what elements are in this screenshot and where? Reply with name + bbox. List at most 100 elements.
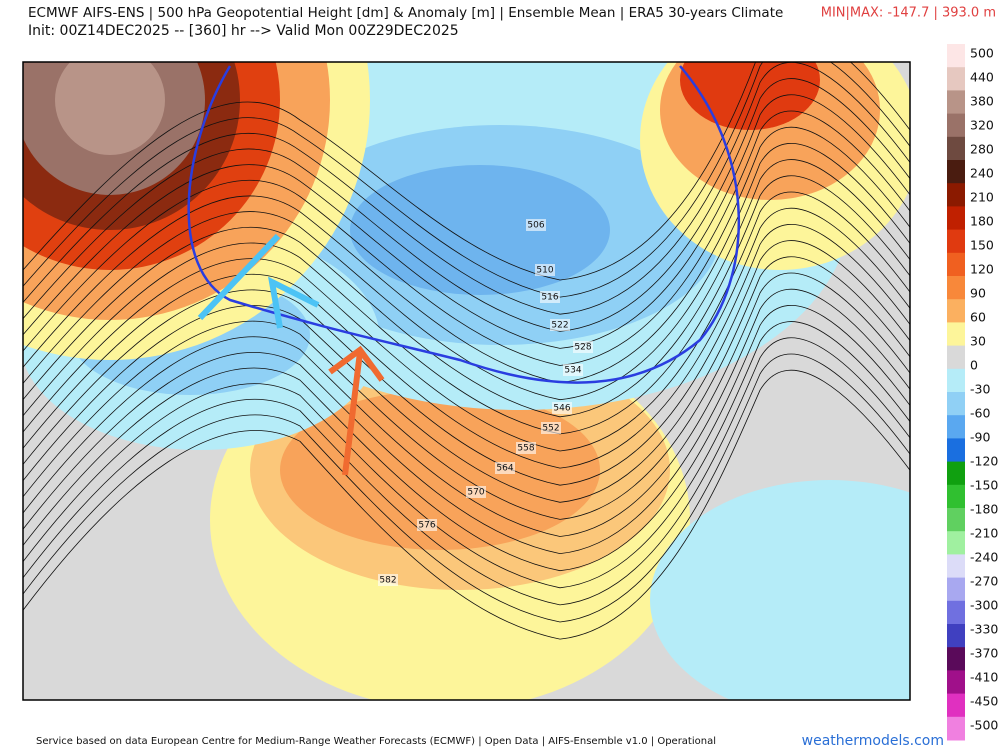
colorbar-label: 210 xyxy=(970,190,994,205)
contour-label-bg xyxy=(516,442,536,454)
colorbar-label: 280 xyxy=(970,142,994,157)
flow-arrow-orange xyxy=(342,351,363,476)
colorbar-swatch xyxy=(947,554,965,579)
contour-label-bg xyxy=(573,341,593,353)
map-frame xyxy=(22,61,911,701)
colorbar-label: -60 xyxy=(970,406,990,421)
colorbar-swatch xyxy=(947,461,965,486)
contour-line xyxy=(23,272,910,537)
colorbar-swatch xyxy=(947,113,965,138)
contour-label: 546 xyxy=(553,404,570,414)
colorbar: 500 440 380 320 280 240 210 180 150 120 90 60 30 0 -30… xyxy=(947,44,998,741)
contour-label: 582 xyxy=(379,576,396,586)
colorbar-swatch xyxy=(947,693,965,718)
contour-label: 570 xyxy=(467,488,484,498)
contour-line xyxy=(23,256,910,520)
contour-label: 564 xyxy=(496,464,513,474)
contour-label-bg xyxy=(541,422,561,434)
colorbar-swatch xyxy=(947,252,965,277)
colorbar-label: -150 xyxy=(970,478,998,493)
colorbar-label: -30 xyxy=(970,382,990,397)
colorbar-swatch xyxy=(947,600,965,625)
colorbar-label: 90 xyxy=(970,286,986,301)
colorbar-swatch xyxy=(947,345,965,370)
ak-light-brown xyxy=(55,62,165,155)
contour-label-bg xyxy=(550,319,570,331)
colorbar-swatch xyxy=(947,415,965,439)
colorbar-label: -270 xyxy=(970,574,998,589)
contour-line xyxy=(23,62,910,315)
colorbar-label: 150 xyxy=(970,238,994,253)
contour-label: 552 xyxy=(542,424,559,434)
colorbar-label: 240 xyxy=(970,166,994,181)
reference-contour xyxy=(187,65,740,384)
contour-label: 558 xyxy=(517,444,534,454)
brand: weathermodels.com xyxy=(802,733,944,749)
contour-line xyxy=(23,62,910,281)
contour-line xyxy=(23,94,910,349)
contour-label: 528 xyxy=(574,343,591,353)
colorbar-swatch xyxy=(947,183,965,207)
contour-line xyxy=(23,337,910,606)
contour-line xyxy=(23,207,910,469)
colorbar-label: -330 xyxy=(970,622,998,637)
contour-line xyxy=(23,369,910,640)
contour-line xyxy=(23,110,910,366)
colorbar-swatch xyxy=(947,577,965,602)
colorbar-swatch xyxy=(947,508,965,532)
colorbar-label: 30 xyxy=(970,334,986,349)
colorbar-swatch xyxy=(947,160,965,184)
colorbar-label: -300 xyxy=(970,598,998,613)
contour-label-bg xyxy=(563,364,583,376)
colorbar-label: 0 xyxy=(970,358,978,373)
arrowhead-blue xyxy=(268,276,320,329)
colorbar-swatch xyxy=(947,136,965,161)
colorbar-swatch xyxy=(947,716,965,741)
colorbar-swatch xyxy=(947,484,965,509)
title: ECMWF AIFS-ENS | 500 hPa Geopotential He… xyxy=(28,5,783,21)
colorbar-label: 380 xyxy=(970,94,994,109)
arrowhead-orange xyxy=(328,345,385,382)
anomaly-blue-core xyxy=(350,165,610,295)
init-line: Init: 00Z14DEC2025 -- [360] hr --> Valid… xyxy=(28,23,459,39)
anomaly-orange xyxy=(280,390,600,550)
colorbar-label: -120 xyxy=(970,454,998,469)
colorbar-swatch xyxy=(947,322,965,347)
contour-label-bg xyxy=(535,264,555,276)
contour-line xyxy=(23,191,910,452)
colorbar-label: -370 xyxy=(970,646,998,661)
atlantic-light-blue xyxy=(650,480,910,700)
contour-label-bg xyxy=(495,462,515,474)
contour-label-bg xyxy=(378,574,398,586)
colorbar-label: -180 xyxy=(970,502,998,517)
colorbar-label: -90 xyxy=(970,430,990,445)
colorbar-label: -410 xyxy=(970,670,998,685)
contour-label: 522 xyxy=(551,321,568,331)
footer-credit: Service based on data European Centre fo… xyxy=(36,736,716,747)
colorbar-swatch xyxy=(947,624,965,648)
contour-line xyxy=(23,321,910,589)
contour-label-bg xyxy=(526,219,546,231)
colorbar-label: -210 xyxy=(970,526,998,541)
colorbar-label: -240 xyxy=(970,550,998,565)
colorbar-swatch xyxy=(947,90,965,115)
colorbar-swatch xyxy=(947,276,965,300)
contour-label-bg xyxy=(417,519,437,531)
colorbar-label: 180 xyxy=(970,214,994,229)
colorbar-label: -450 xyxy=(970,694,998,709)
contour-label-bg xyxy=(466,486,486,498)
colorbar-swatch xyxy=(947,229,965,254)
colorbar-swatch xyxy=(947,531,965,555)
flow-arrow-blue xyxy=(197,233,281,321)
contour-line xyxy=(23,288,910,555)
colorbar-swatch xyxy=(947,67,965,91)
contour-line xyxy=(23,305,910,572)
colorbar-swatch xyxy=(947,392,965,416)
colorbar-swatch xyxy=(947,44,965,68)
contour-line xyxy=(23,143,910,401)
contour-label-bg xyxy=(552,402,572,414)
colorbar-swatch xyxy=(947,670,965,695)
contour-label-bg xyxy=(540,291,560,303)
colorbar-swatch xyxy=(947,438,965,463)
